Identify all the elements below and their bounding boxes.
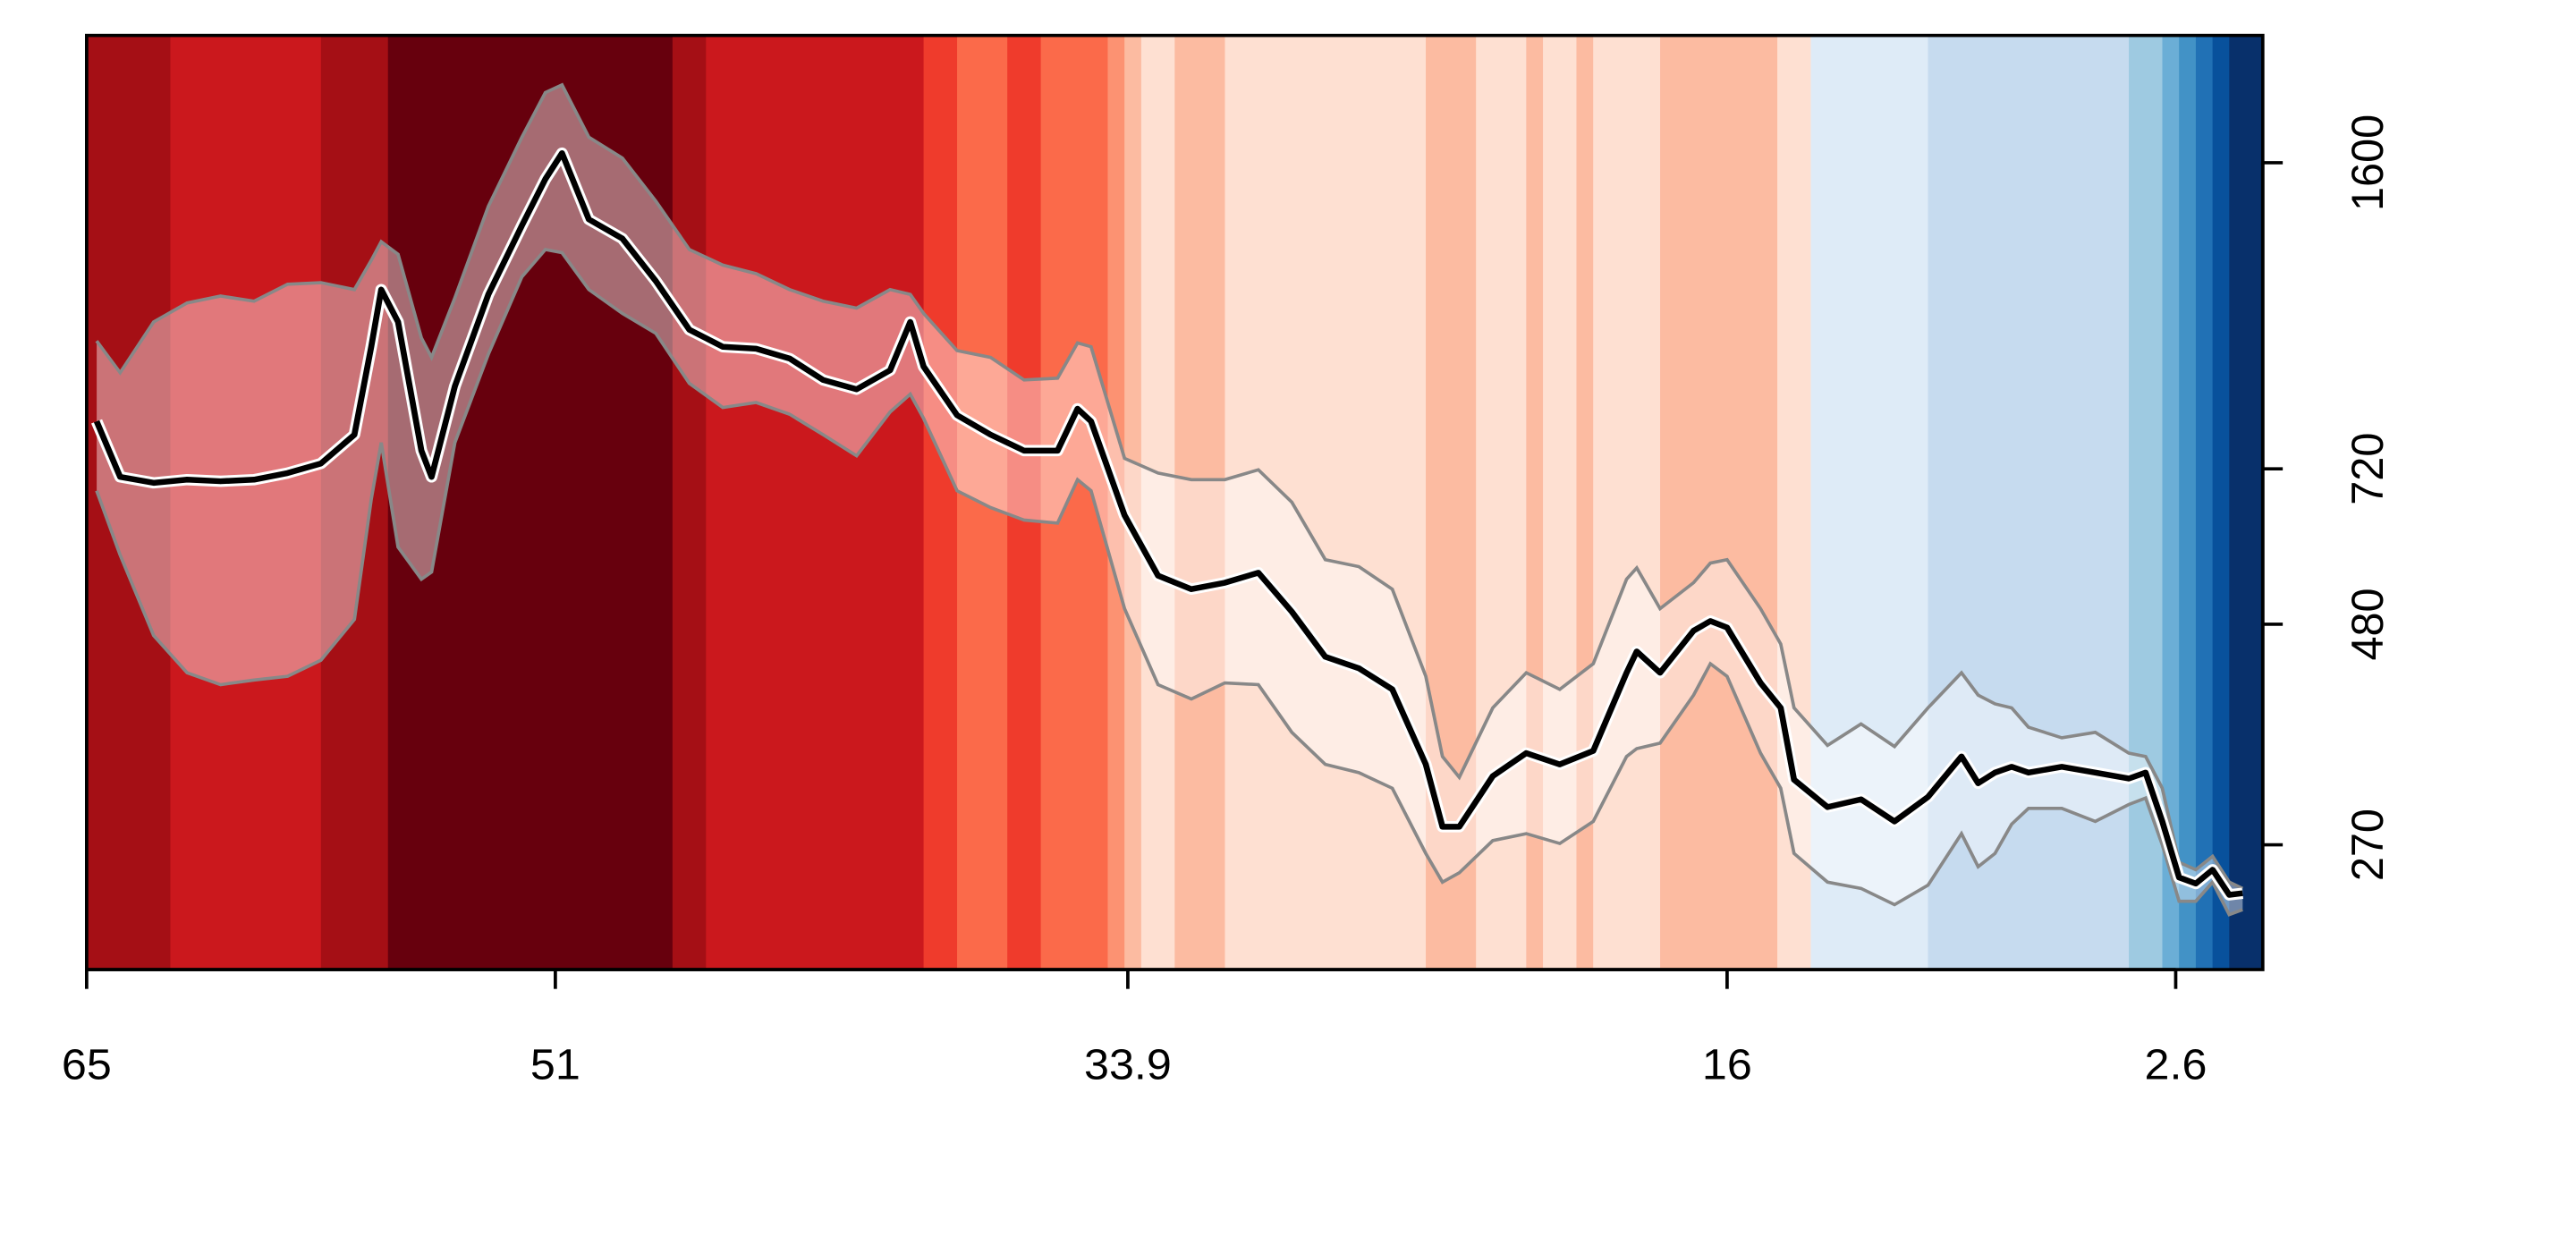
stripe	[1476, 35, 1528, 970]
stripe	[2229, 35, 2264, 970]
band-area	[97, 84, 2243, 915]
stripe	[923, 35, 959, 970]
band-lower	[95, 247, 2243, 917]
axes: 65 51 33.9 16 2.6 270 480 720 1600	[62, 33, 2393, 1088]
stripe	[672, 35, 708, 970]
lines	[91, 147, 2244, 901]
y-tick-label: 270	[2343, 809, 2393, 881]
stripe	[2179, 35, 2198, 970]
stripe	[1543, 35, 1578, 970]
stripe	[1576, 35, 1595, 970]
stripe	[1660, 35, 1779, 970]
stripe	[2162, 35, 2181, 970]
stripe	[706, 35, 925, 970]
y-tick-label: 480	[2343, 588, 2393, 660]
band	[95, 82, 2244, 917]
x-tick-label: 65	[62, 1040, 112, 1088]
stripe	[1593, 35, 1662, 970]
stripes	[86, 35, 2264, 970]
stripe	[1140, 35, 1176, 970]
stripe	[387, 35, 674, 970]
stripe	[2212, 35, 2231, 970]
x-tick-label: 33.9	[1084, 1040, 1172, 1088]
stripe	[1174, 35, 1226, 970]
stripe	[170, 35, 322, 970]
stripe	[1224, 35, 1428, 970]
stripe	[1526, 35, 1545, 970]
stripe	[1777, 35, 1812, 970]
stripe	[320, 35, 389, 970]
x-tick-label: 16	[1702, 1040, 1752, 1088]
stripe	[1928, 35, 2131, 970]
y-tick-label: 720	[2343, 433, 2393, 505]
line	[93, 150, 2243, 898]
stripe	[1040, 35, 1109, 970]
y-tick-label: 1600	[2343, 114, 2393, 211]
stripe	[1124, 35, 1143, 970]
x-tick-label: 2.6	[2145, 1040, 2207, 1088]
band-upper	[95, 82, 2244, 890]
stripe	[1007, 35, 1042, 970]
stripe	[2195, 35, 2214, 970]
x-tick-label: 51	[530, 1040, 580, 1088]
